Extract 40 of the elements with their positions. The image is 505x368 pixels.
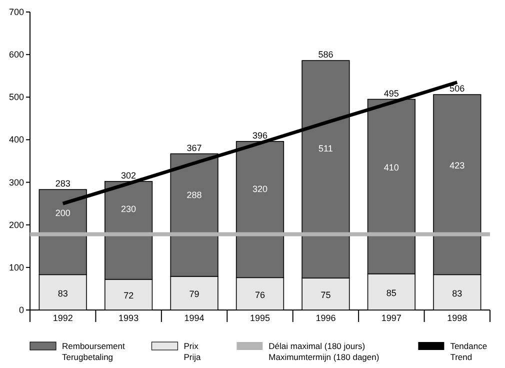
y-tick-label: 200 [8, 220, 24, 230]
total-label: 396 [252, 130, 268, 140]
data-label: 76 [254, 290, 266, 300]
data-label: 72 [124, 290, 134, 301]
x-tick-label: 1993 [118, 313, 139, 323]
legend-label: Tendance Trend [450, 341, 488, 362]
data-label: 423 [450, 160, 465, 170]
y-tick-label: 400 [8, 134, 24, 145]
x-tick-label: 1995 [250, 313, 270, 323]
data-label: 320 [252, 184, 268, 194]
total-label: 302 [121, 170, 136, 180]
data-label: 288 [186, 190, 202, 200]
y-tick-label: 0 [18, 305, 24, 315]
data-label: 83 [452, 288, 462, 298]
data-label: 230 [121, 204, 136, 214]
y-tick-label: 600 [8, 50, 24, 60]
data-label: 83 [58, 288, 68, 298]
data-label: 410 [384, 162, 399, 173]
y-tick-label: 300 [8, 177, 24, 188]
data-label: 200 [55, 208, 70, 218]
y-tick-label: 100 [8, 262, 24, 272]
x-tick-label: 1997 [381, 313, 402, 323]
total-label: 495 [384, 88, 399, 98]
total-label: 283 [55, 178, 70, 189]
x-tick-label: 1994 [184, 313, 204, 323]
legend-label: Délai maximal (180 jours) Maximumtermijn (180 dagen) [268, 341, 380, 362]
y-tick-label: 700 [8, 7, 24, 17]
total-label: 586 [318, 50, 334, 60]
y-tick-label: 500 [8, 92, 24, 102]
data-label: 85 [386, 288, 396, 298]
data-label: 511 [318, 143, 333, 154]
total-label: 506 [450, 84, 465, 94]
data-label: 75 [320, 290, 331, 300]
legend-label: Remboursement Terugbetaling [62, 341, 126, 362]
x-tick-label: 1998 [447, 313, 468, 323]
legend-label: Prix Prija [184, 341, 202, 362]
data-label: 79 [189, 289, 200, 300]
x-tick-label: 1992 [52, 313, 73, 323]
x-tick-label: 1996 [316, 313, 336, 323]
total-label: 367 [186, 142, 202, 153]
